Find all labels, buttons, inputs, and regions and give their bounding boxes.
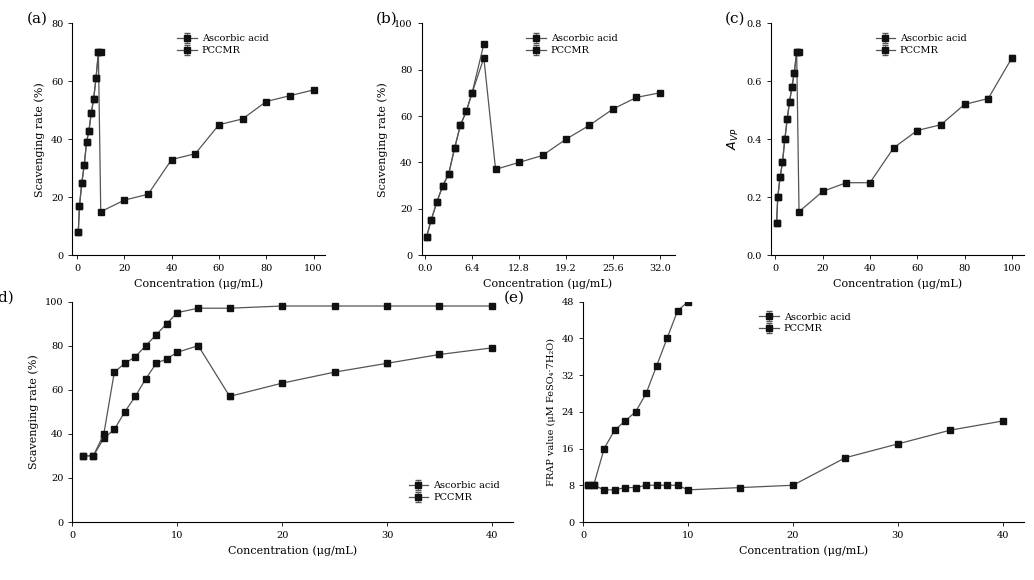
Y-axis label: $A_{VP}$: $A_{VP}$ bbox=[726, 128, 740, 150]
Y-axis label: Scavenging rate (%): Scavenging rate (%) bbox=[35, 82, 45, 197]
X-axis label: Concentration (μg/mL): Concentration (μg/mL) bbox=[134, 279, 264, 289]
Legend: Ascorbic acid, PCCMR: Ascorbic acid, PCCMR bbox=[872, 30, 971, 59]
X-axis label: Concentration (μg/mL): Concentration (μg/mL) bbox=[484, 279, 612, 289]
Legend: Ascorbic acid, PCCMR: Ascorbic acid, PCCMR bbox=[756, 309, 854, 338]
Legend: Ascorbic acid, PCCMR: Ascorbic acid, PCCMR bbox=[522, 30, 621, 59]
Text: (c): (c) bbox=[725, 12, 746, 26]
X-axis label: Concentration (μg/mL): Concentration (μg/mL) bbox=[739, 546, 868, 556]
Y-axis label: Scavenging rate (%): Scavenging rate (%) bbox=[29, 354, 39, 469]
Text: (a): (a) bbox=[27, 12, 48, 26]
Legend: Ascorbic acid, PCCMR: Ascorbic acid, PCCMR bbox=[404, 477, 504, 506]
Text: (d): (d) bbox=[0, 291, 14, 304]
Y-axis label: FRAP value (μM FeSO₄·7H₂O): FRAP value (μM FeSO₄·7H₂O) bbox=[547, 338, 556, 486]
Text: (b): (b) bbox=[376, 12, 398, 26]
Legend: Ascorbic acid, PCCMR: Ascorbic acid, PCCMR bbox=[174, 30, 272, 59]
X-axis label: Concentration (μg/mL): Concentration (μg/mL) bbox=[229, 546, 357, 556]
Text: (e): (e) bbox=[504, 291, 525, 304]
X-axis label: Concentration (μg/mL): Concentration (μg/mL) bbox=[832, 279, 962, 289]
Y-axis label: Scavenging rate (%): Scavenging rate (%) bbox=[377, 82, 389, 197]
